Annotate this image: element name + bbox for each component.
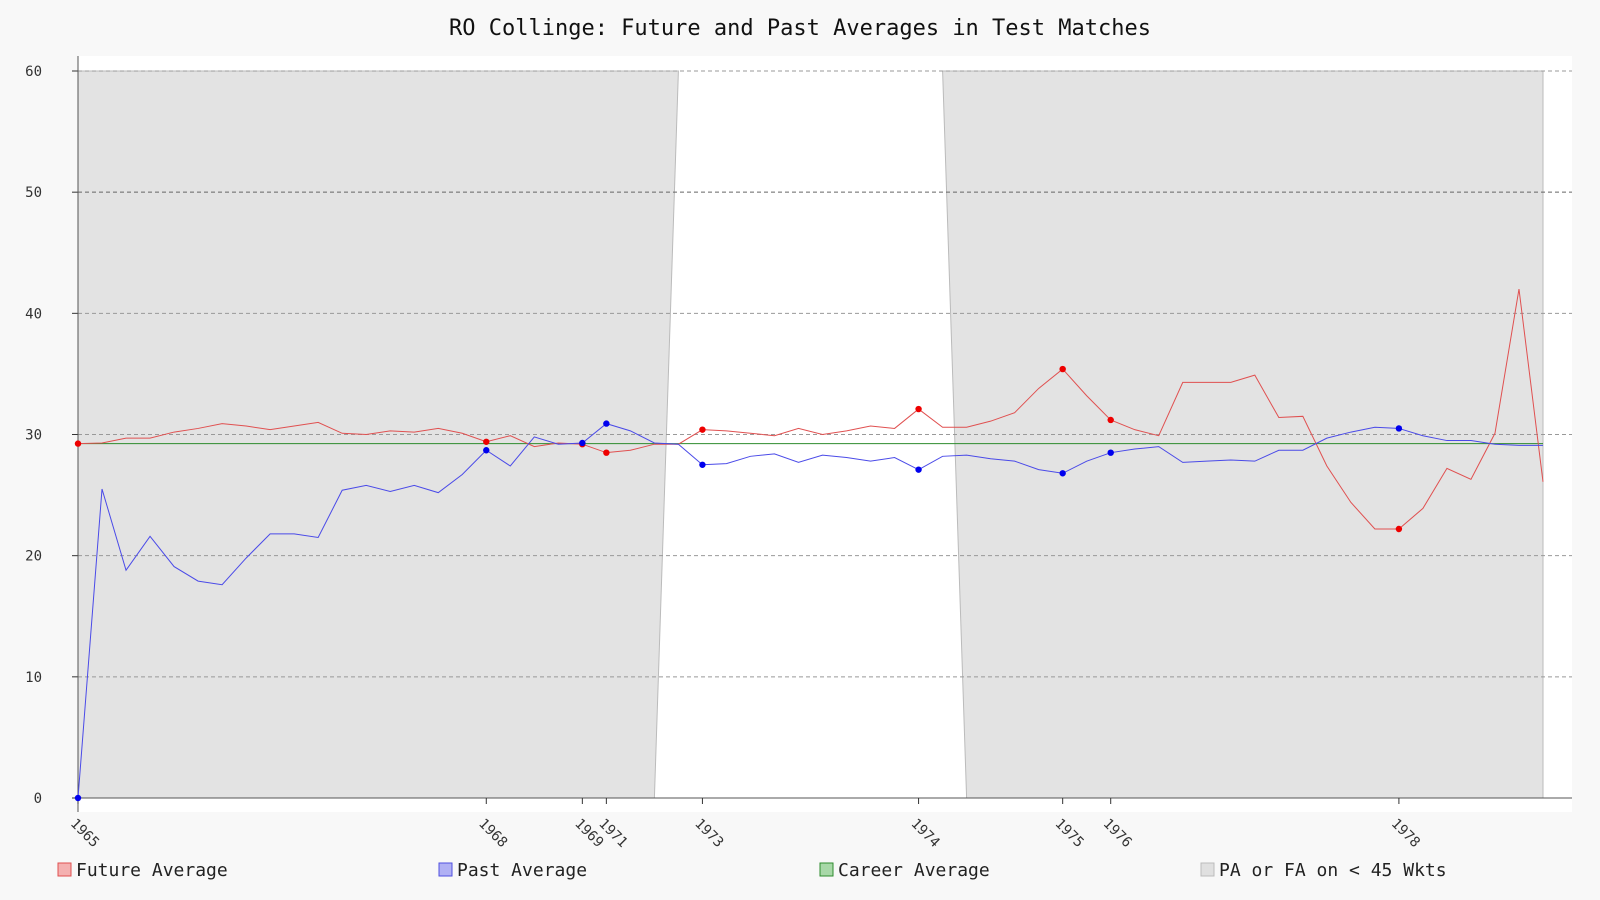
past-marker-22	[603, 420, 610, 427]
past-average-line	[77, 423, 1543, 799]
past-marker-26	[699, 461, 706, 468]
legend-label-past: Past Average	[457, 860, 587, 881]
y-tick-label-10: 10	[25, 670, 42, 686]
legend: Future Average Past Average Career Average…	[57, 860, 1447, 881]
legend-swatch-past	[438, 862, 453, 877]
past-marker-41	[1059, 470, 1066, 477]
y-tick-label-60: 60	[25, 64, 42, 80]
future-marker-43	[1107, 416, 1114, 424]
legend-swatch-career	[819, 862, 834, 877]
y-tick-label-40: 40	[25, 306, 42, 322]
future-marker-35	[915, 405, 922, 413]
future-marker-41	[1059, 365, 1066, 373]
past-marker-43	[1107, 449, 1114, 456]
future-marker-26	[699, 426, 706, 433]
past-marker-35	[915, 466, 922, 473]
past-marker-17	[483, 447, 490, 454]
shade-region-left	[77, 70, 679, 799]
chart-title: RO Collinge: Future and Past Averages in…	[449, 16, 1151, 41]
y-tick-label-30: 30	[25, 428, 42, 444]
y-tick-label-50: 50	[25, 185, 42, 201]
y-tick-label-0: 0	[34, 791, 42, 807]
y-tick-label-20: 20	[25, 549, 42, 565]
legend-label-career: Career Average	[838, 860, 990, 881]
future-marker-0	[74, 440, 82, 447]
past-marker-21	[579, 439, 586, 447]
legend-label-shade: PA or FA on < 45 Wkts	[1219, 860, 1447, 881]
future-marker-22	[603, 449, 610, 456]
legend-swatch-future	[57, 862, 72, 877]
legend-swatch-shade	[1200, 862, 1215, 877]
future-marker-17	[483, 438, 490, 445]
past-marker-55	[1395, 425, 1403, 432]
legend-label-future: Future Average	[76, 860, 228, 881]
future-average-line	[77, 289, 1544, 530]
future-marker-55	[1395, 525, 1403, 533]
past-marker-0	[74, 794, 82, 802]
